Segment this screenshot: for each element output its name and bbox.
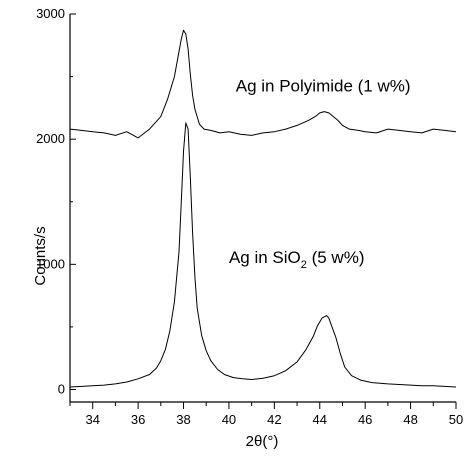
annotation-sio2: Ag in SiO2 (5 w%)	[229, 248, 365, 271]
annotation-sio2-main: Ag in SiO	[229, 248, 301, 267]
annotation-polyimide: Ag in Polyimide (1 w%)	[236, 77, 411, 96]
y-tick-label: 1000	[36, 256, 65, 271]
series-line-sio2	[69, 122, 457, 388]
x-tick-label: 34	[85, 412, 99, 427]
annotation-sio2-tail: (5 w%)	[307, 248, 365, 267]
series-line-polyimide	[69, 29, 457, 139]
y-tick-label: 0	[58, 381, 65, 396]
traces-layer	[69, 29, 457, 388]
x-tick-label: 48	[403, 412, 417, 427]
x-axis-label: 2θ(°)	[246, 433, 279, 450]
x-tick-label: 44	[313, 412, 327, 427]
x-tick-label: 40	[222, 412, 236, 427]
x-tick-label: 36	[131, 412, 145, 427]
x-tick-label: 50	[449, 412, 463, 427]
y-tick-label: 2000	[36, 131, 65, 146]
text-layer: Counts/s 2θ(°) Ag in Polyimide (1 w%) Ag…	[32, 77, 411, 450]
y-axis-label: Counts/s	[32, 226, 49, 285]
axes-layer: 0 1000 2000 3000 34 36 38 40 42 44 46 48 50	[36, 6, 463, 427]
x-tick-label: 42	[267, 412, 281, 427]
x-tick-label: 38	[176, 412, 190, 427]
x-tick-label: 46	[358, 412, 372, 427]
annotation-sio2-subscript: 2	[301, 259, 307, 271]
y-tick-label: 3000	[36, 6, 65, 21]
